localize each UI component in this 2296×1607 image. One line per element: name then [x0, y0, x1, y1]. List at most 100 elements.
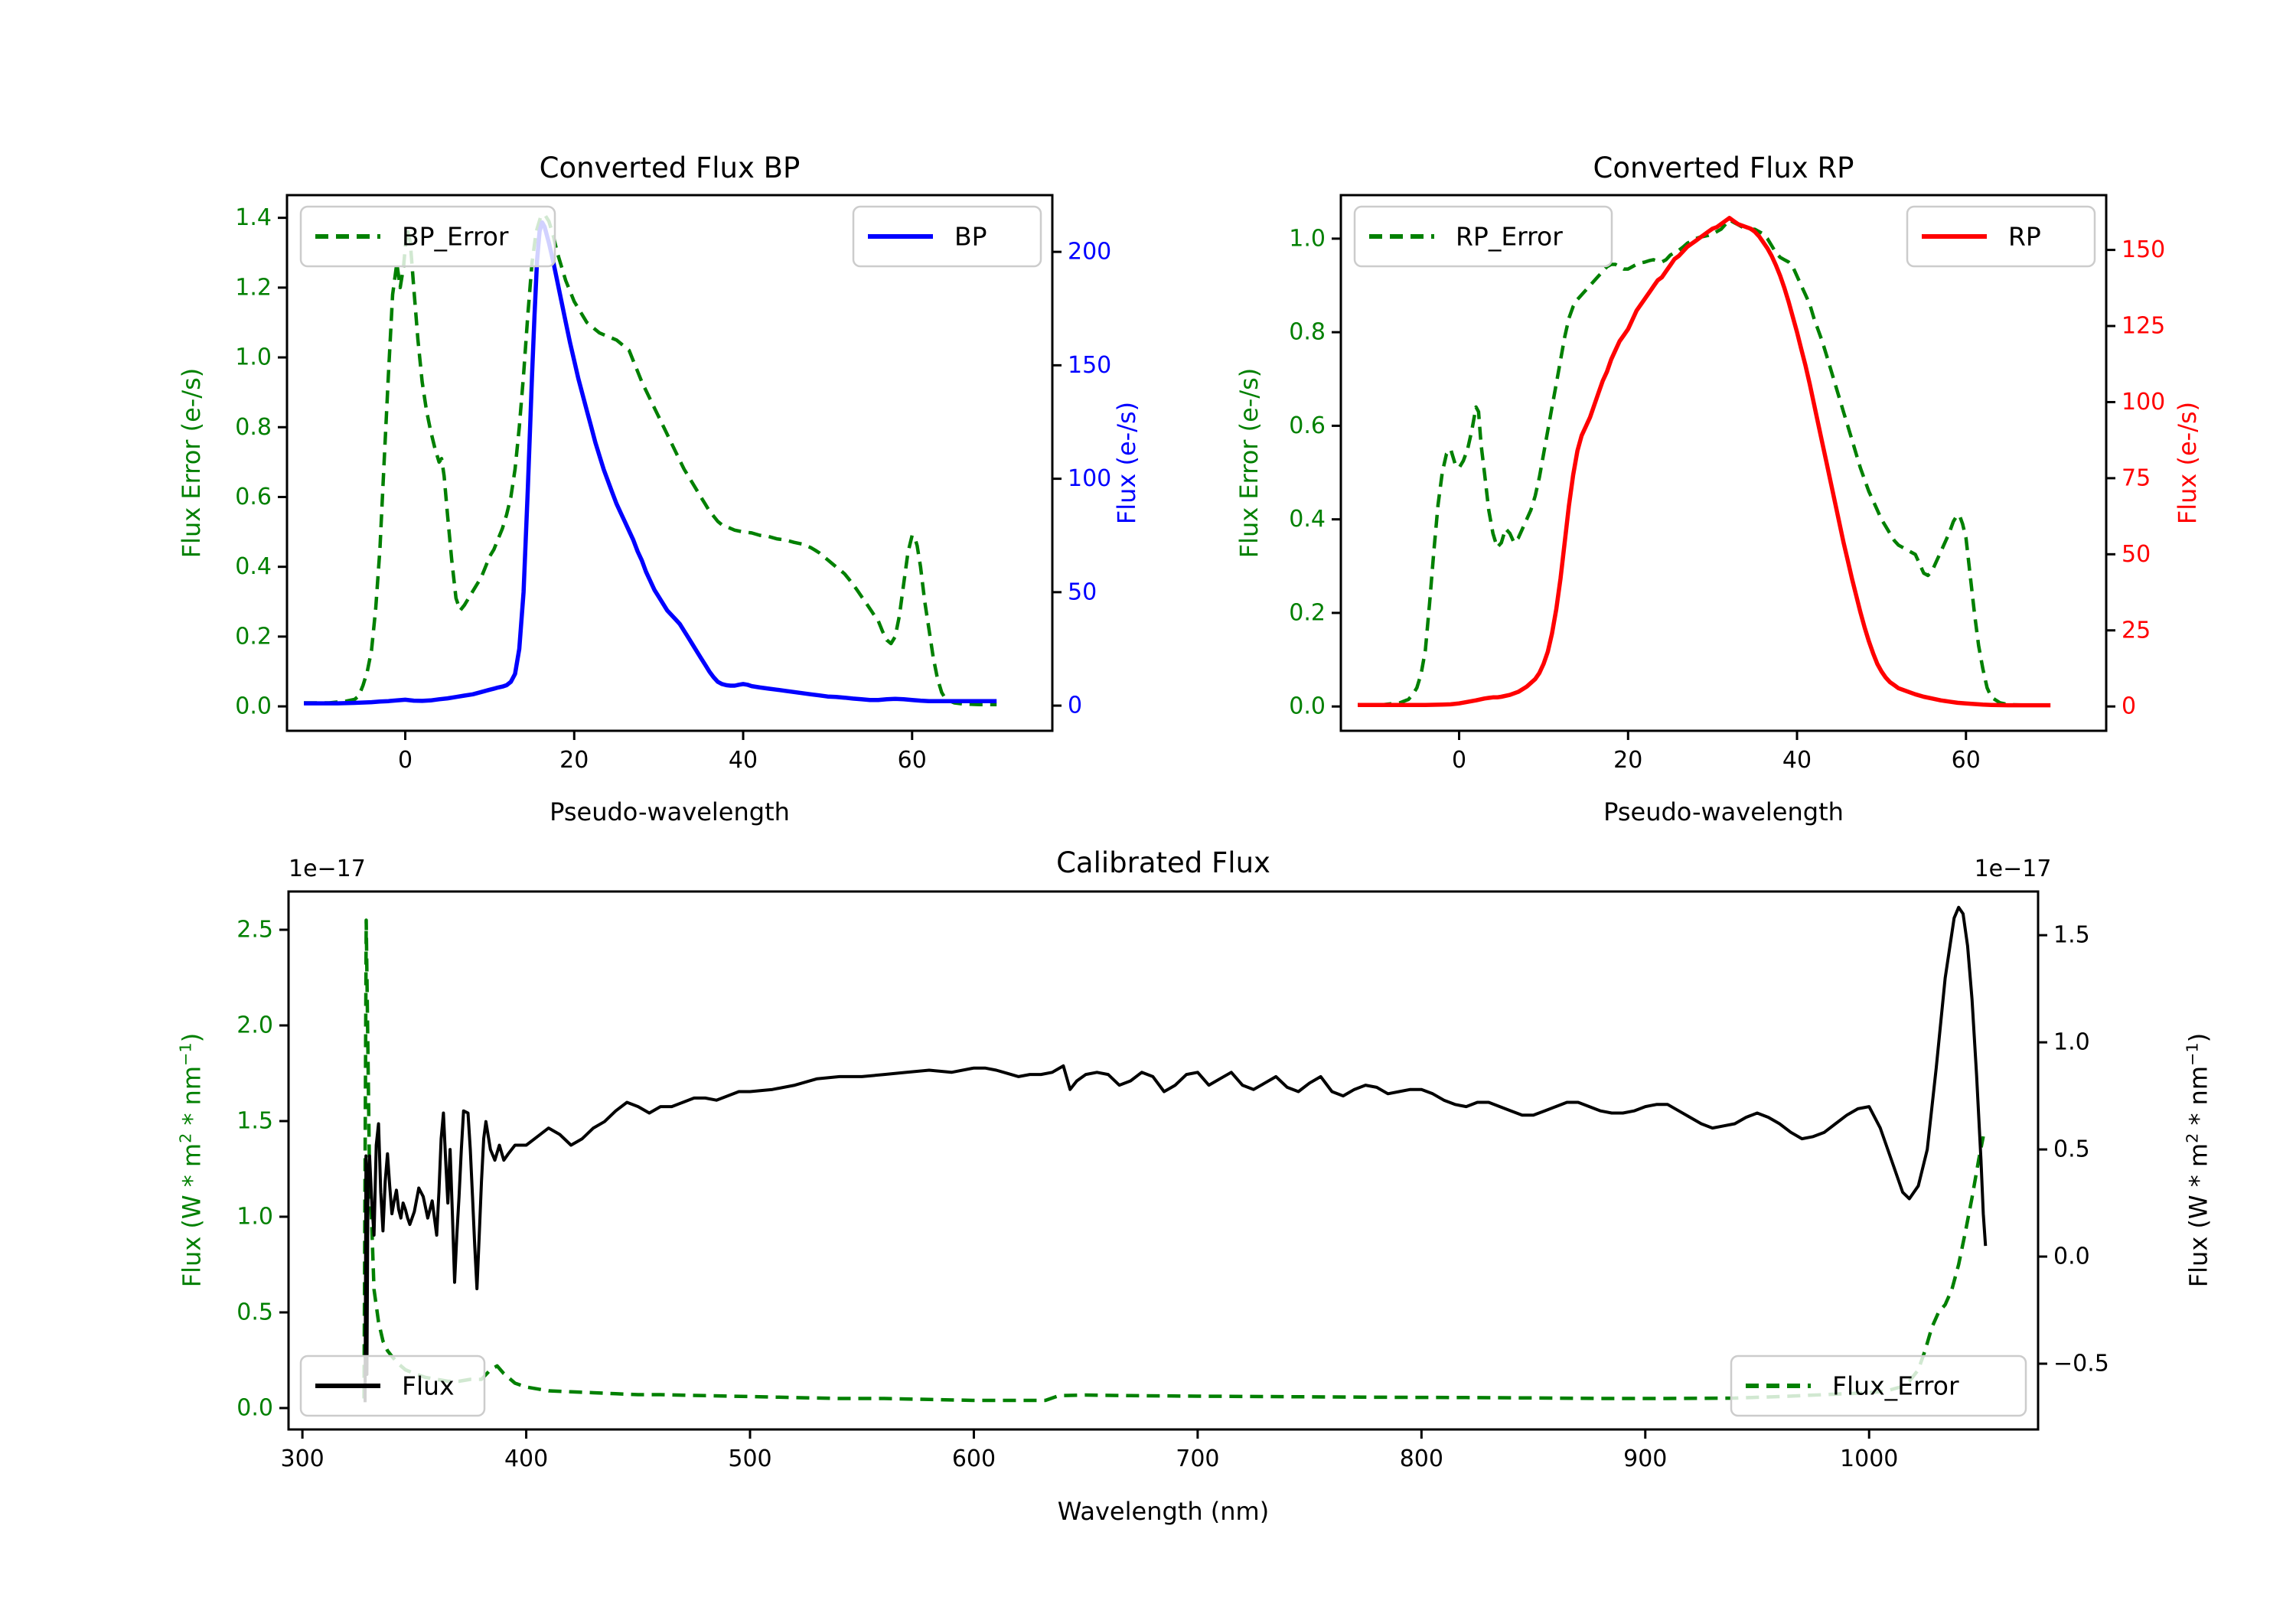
bp-curve [304, 220, 997, 706]
ylabel-sup: 2 [176, 1133, 195, 1143]
x-tick-label: 900 [1623, 1446, 1667, 1472]
ylabel-text: ) [177, 1032, 207, 1043]
y-tick-label-right: 150 [2122, 236, 2165, 263]
x-tick-label: 700 [1176, 1446, 1219, 1472]
legend-label: RP_Error [1456, 222, 1563, 252]
y-tick-label-right: 50 [2122, 541, 2151, 568]
y-tick-label-right: 1.0 [2053, 1029, 2090, 1056]
y-tick-label-left: 0.0 [236, 1395, 273, 1422]
rp-ylabel-right: Flux (e-/s) [2173, 401, 2202, 525]
rp-legend: RP [1906, 205, 2096, 268]
bp-error-curve [304, 212, 997, 707]
bp-title: Converted Flux BP [539, 152, 801, 184]
x-tick-label: 500 [728, 1446, 771, 1472]
legend-box [299, 205, 556, 268]
rp-curve [1358, 216, 2051, 708]
legend-box [1353, 205, 1613, 268]
x-tick-label: 400 [504, 1446, 548, 1472]
y-tick-label-left: 0.2 [1289, 599, 1326, 626]
cal-spines [287, 890, 2040, 1431]
legend-label: BP_Error [402, 222, 509, 252]
cal-ylabel-left: Flux (W * m2 * nm−1) [177, 1033, 207, 1288]
y-tick-label-right: 0 [2122, 693, 2136, 720]
x-tick-label: 40 [1782, 747, 1812, 774]
y-tick-label-left: 1.0 [235, 344, 272, 371]
y-tick-label-left: 0.0 [1289, 693, 1326, 720]
x-tick-label: 0 [398, 747, 413, 774]
x-tick-label: 1000 [1840, 1446, 1898, 1472]
y-tick-label-left: 1.4 [235, 204, 272, 231]
x-tick-label: 20 [559, 747, 589, 774]
ylabel-sup: −1 [176, 1042, 195, 1066]
y-tick-label-left: 2.0 [236, 1012, 273, 1039]
y-tick-label-left: 0.6 [1289, 412, 1326, 439]
flux-error-curve [362, 918, 1985, 1403]
ylabel-text: ) [2183, 1032, 2213, 1043]
bp-error-legend: BP_Error [299, 205, 556, 268]
cal-subplot: 300 400 500 600 700 800 900 1000 0.0 0.5 1.0 1.5 2.0… [236, 890, 2109, 1472]
y-tick-label-right: 0.0 [2053, 1244, 2090, 1270]
ylabel-text: * nm [177, 1065, 207, 1133]
ylabel-text: Flux (W * m [2183, 1143, 2213, 1288]
legend-box [852, 205, 1042, 268]
y-tick-label-right: −0.5 [2053, 1351, 2109, 1377]
y-tick-label-left: 0.2 [235, 623, 272, 650]
rp-ylabel-left: Flux Error (e-/s) [1234, 367, 1264, 559]
y-tick-label-left: 0.8 [1289, 319, 1326, 346]
legend-label: RP [2008, 222, 2041, 252]
y-tick-label-left: 0.6 [235, 484, 272, 510]
cal-offset-left: 1e−17 [289, 856, 366, 882]
y-tick-label-left: 2.5 [236, 917, 273, 944]
x-tick-label: 0 [1452, 747, 1466, 774]
y-tick-label-right: 25 [2122, 617, 2151, 644]
ylabel-text: Flux (W * m [177, 1143, 207, 1288]
flux-legend: Flux [299, 1354, 486, 1417]
ylabel-text: * nm [2183, 1065, 2213, 1133]
legend-box [1730, 1354, 2027, 1417]
x-tick-label: 20 [1613, 747, 1642, 774]
bp-spines [285, 194, 1054, 732]
y-tick-label-right: 0.5 [2053, 1136, 2090, 1163]
y-tick-label-right: 75 [2122, 464, 2151, 491]
legend-label: Flux [402, 1371, 455, 1401]
y-tick-label-left: 0.4 [1289, 506, 1326, 533]
y-tick-label-right: 1.5 [2053, 922, 2090, 949]
cal-ylabel-right: Flux (W * m2 * nm−1) [2183, 1033, 2213, 1288]
ylabel-sup: −1 [2183, 1042, 2202, 1066]
legend-box [299, 1354, 486, 1417]
x-tick-label: 600 [952, 1446, 996, 1472]
x-tick-label: 40 [729, 747, 758, 774]
flux-error-legend: Flux_Error [1730, 1354, 2027, 1417]
y-tick-label-left: 1.5 [236, 1108, 273, 1135]
y-tick-label-right: 0 [1068, 693, 1082, 719]
x-tick-label: 60 [1952, 747, 1981, 774]
y-tick-label-right: 100 [1068, 465, 1111, 492]
y-tick-label-left: 0.8 [235, 414, 272, 441]
legend-label: BP [954, 222, 987, 252]
x-tick-label: 300 [280, 1446, 324, 1472]
cal-xlabel: Wavelength (nm) [1057, 1497, 1270, 1526]
bp-legend: BP [852, 205, 1042, 268]
x-tick-label: 60 [898, 747, 927, 774]
bp-ylabel-right: Flux (e-/s) [1112, 401, 1141, 525]
rp-xlabel: Pseudo-wavelength [1603, 797, 1844, 826]
bp-subplot: 0 20 40 60 0.0 0.2 0.4 0.6 0.8 1.0 1.2 1.4 0 50 100 150… [235, 194, 1111, 774]
bp-xlabel: Pseudo-wavelength [550, 797, 790, 826]
legend-label: Flux_Error [1832, 1371, 1959, 1401]
flux-curve [364, 905, 1988, 1403]
cal-title: Calibrated Flux [1056, 846, 1270, 879]
y-tick-label-left: 1.0 [1289, 225, 1326, 252]
x-tick-label: 800 [1400, 1446, 1443, 1472]
rp-spines [1339, 194, 2108, 732]
y-tick-label-left: 0.4 [235, 553, 272, 580]
y-tick-label-right: 200 [1068, 239, 1111, 266]
cal-offset-right: 1e−17 [1974, 856, 2052, 882]
rp-error-curve [1358, 218, 2051, 707]
bp-ylabel-left: Flux Error (e-/s) [177, 367, 206, 559]
rp-subplot: 0 20 40 60 0.0 0.2 0.4 0.6 0.8 1.0 0 25 50 75 100 125 15… [1289, 194, 2165, 774]
legend-box [1906, 205, 2096, 268]
y-tick-label-right: 50 [1068, 579, 1097, 605]
y-tick-label-left: 1.0 [236, 1204, 273, 1231]
